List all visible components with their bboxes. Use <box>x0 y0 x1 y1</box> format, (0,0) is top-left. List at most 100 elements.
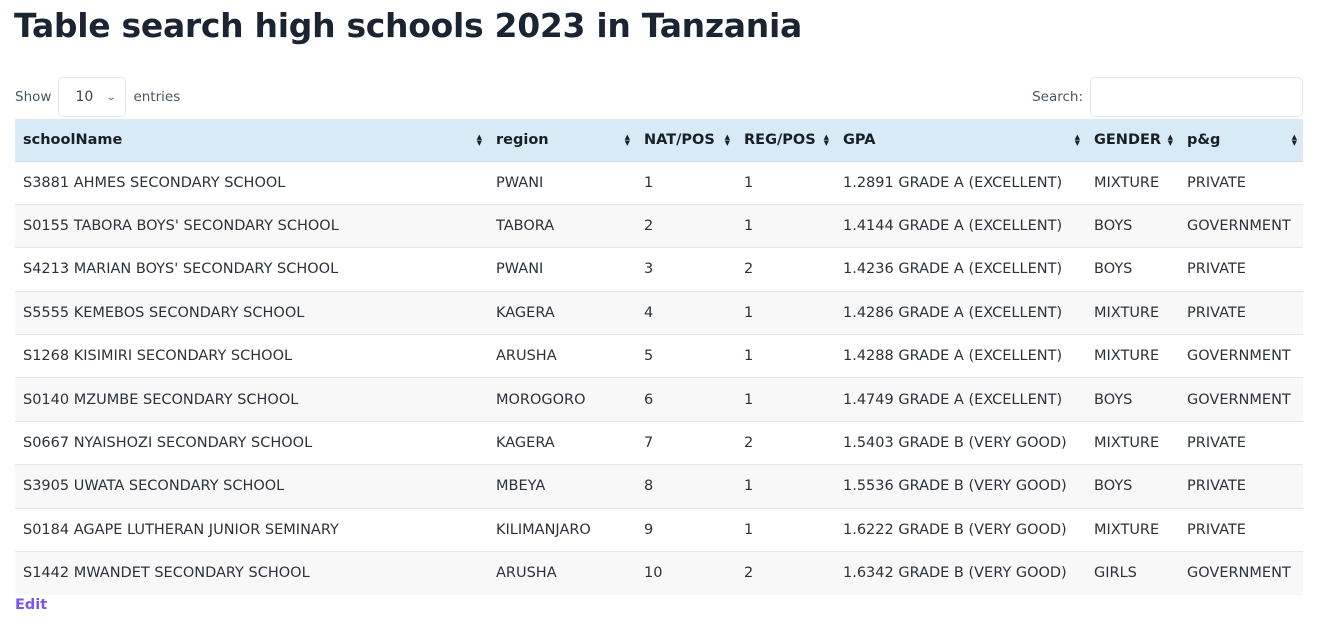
cell-gpa: 1.6222 GRADE B (VERY GOOD) <box>843 521 1067 538</box>
cell-pg: PRIVATE <box>1187 435 1246 452</box>
sort-both-icon: ▲ ▼ <box>624 132 630 147</box>
cell-schoolname: S3905 UWATA SECONDARY SCHOOL <box>23 478 285 495</box>
table-row: S4213 MARIAN BOYS' SECONDARY SCHOOL PWAN… <box>15 247 1303 292</box>
cell-reg-pos: 2 <box>744 261 754 278</box>
column-header-schoolname[interactable]: schoolName ▲ ▼ <box>15 119 488 162</box>
table-row: S1268 KISIMIRI SECONDARY SCHOOL ARUSHA 5… <box>15 334 1303 378</box>
column-header-region[interactable]: region ▲ ▼ <box>488 119 636 162</box>
cell-gender: MIXTURE <box>1094 435 1160 452</box>
cell-reg-pos: 1 <box>744 521 754 538</box>
search-control: Search: <box>1032 77 1303 117</box>
cell-schoolname: S3881 AHMES SECONDARY SCHOOL <box>23 174 286 191</box>
sort-both-icon: ▲ ▼ <box>1074 132 1080 147</box>
column-header-pg[interactable]: p&g ▲ ▼ <box>1179 119 1303 162</box>
cell-schoolname: S1442 MWANDET SECONDARY SCHOOL <box>23 565 310 582</box>
page-length-value: 10 <box>75 89 94 105</box>
table-row: S0155 TABORA BOYS' SECONDARY SCHOOL TABO… <box>15 204 1303 248</box>
cell-gender: MIXTURE <box>1094 304 1160 321</box>
cell-gpa: 1.4286 GRADE A (EXCELLENT) <box>843 304 1063 321</box>
cell-nat-pos: 5 <box>644 348 654 365</box>
table-row: S0184 AGAPE LUTHERAN JUNIOR SEMINARY KIL… <box>15 508 1303 552</box>
cell-nat-pos: 6 <box>644 391 654 408</box>
cell-gpa: 1.4144 GRADE A (EXCELLENT) <box>843 218 1063 235</box>
page-title: Table search high schools 2023 in Tanzan… <box>14 6 802 45</box>
table-row: S5555 KEMEBOS SECONDARY SCHOOL KAGERA 4 … <box>15 291 1303 335</box>
column-header-gpa[interactable]: GPA ▲ ▼ <box>835 119 1086 162</box>
cell-region: KAGERA <box>496 435 555 452</box>
cell-gpa: 1.6342 GRADE B (VERY GOOD) <box>843 565 1067 582</box>
cell-reg-pos: 1 <box>744 391 754 408</box>
cell-reg-pos: 2 <box>744 435 754 452</box>
table-row: S0667 NYAISHOZI SECONDARY SCHOOL KAGERA … <box>15 421 1303 465</box>
cell-pg: GOVERNMENT <box>1187 348 1291 365</box>
cell-reg-pos: 1 <box>744 304 754 321</box>
cell-gpa: 1.5403 GRADE B (VERY GOOD) <box>843 435 1067 452</box>
cell-gender: BOYS <box>1094 218 1133 235</box>
cell-nat-pos: 8 <box>644 478 654 495</box>
cell-nat-pos: 7 <box>644 435 654 452</box>
cell-gpa: 1.4288 GRADE A (EXCELLENT) <box>843 348 1063 365</box>
cell-gender: BOYS <box>1094 478 1133 495</box>
cell-schoolname: S0184 AGAPE LUTHERAN JUNIOR SEMINARY <box>23 521 339 538</box>
cell-gender: MIXTURE <box>1094 174 1160 191</box>
cell-nat-pos: 4 <box>644 304 654 321</box>
search-label: Search: <box>1032 89 1083 105</box>
cell-gpa: 1.5536 GRADE B (VERY GOOD) <box>843 478 1067 495</box>
cell-pg: GOVERNMENT <box>1187 565 1291 582</box>
cell-pg: PRIVATE <box>1187 261 1246 278</box>
cell-schoolname: S5555 KEMEBOS SECONDARY SCHOOL <box>23 304 305 321</box>
cell-pg: PRIVATE <box>1187 304 1246 321</box>
cell-gpa: 1.4236 GRADE A (EXCELLENT) <box>843 261 1063 278</box>
cell-schoolname: S0667 NYAISHOZI SECONDARY SCHOOL <box>23 435 313 452</box>
column-header-nat-pos[interactable]: NAT/POS ▲ ▼ <box>636 119 736 162</box>
search-input[interactable] <box>1090 77 1303 117</box>
sort-both-icon: ▲ ▼ <box>1291 132 1297 147</box>
cell-reg-pos: 1 <box>744 174 754 191</box>
cell-gpa: 1.2891 GRADE A (EXCELLENT) <box>843 174 1063 191</box>
sort-both-icon: ▲ ▼ <box>724 132 730 147</box>
cell-gender: MIXTURE <box>1094 348 1160 365</box>
cell-region: ARUSHA <box>496 565 557 582</box>
column-header-reg-pos[interactable]: REG/POS ▲ ▼ <box>736 119 835 162</box>
cell-region: ARUSHA <box>496 348 557 365</box>
cell-region: KILIMANJARO <box>496 521 591 538</box>
table-row: S0140 MZUMBE SECONDARY SCHOOL MOROGORO 6… <box>15 377 1303 422</box>
cell-gender: GIRLS <box>1094 565 1137 582</box>
cell-nat-pos: 10 <box>644 565 663 582</box>
cell-pg: PRIVATE <box>1187 174 1246 191</box>
sort-both-icon: ▲ ▼ <box>476 132 482 147</box>
cell-region: TABORA <box>496 218 555 235</box>
cell-region: MOROGORO <box>496 391 586 408</box>
table-row: S3881 AHMES SECONDARY SCHOOL PWANI 1 1 1… <box>15 161 1303 205</box>
cell-region: MBEYA <box>496 478 546 495</box>
cell-region: PWANI <box>496 261 544 278</box>
column-header-gender[interactable]: GENDER ▲ ▼ <box>1086 119 1179 162</box>
chevron-down-icon: ⌄ <box>105 91 117 103</box>
cell-gender: BOYS <box>1094 391 1133 408</box>
cell-gpa: 1.4749 GRADE A (EXCELLENT) <box>843 391 1063 408</box>
table-row: S3905 UWATA SECONDARY SCHOOL MBEYA 8 1 1… <box>15 464 1303 509</box>
table-header-row: schoolName ▲ ▼ region ▲ ▼ NAT/POS ▲ ▼ REG/P… <box>15 119 1303 162</box>
cell-gender: BOYS <box>1094 261 1133 278</box>
cell-pg: GOVERNMENT <box>1187 391 1291 408</box>
cell-schoolname: S0155 TABORA BOYS' SECONDARY SCHOOL <box>23 218 339 235</box>
cell-pg: PRIVATE <box>1187 521 1246 538</box>
page-length-control: Show 10 ⌄ entries <box>15 77 180 117</box>
table-body: S3881 AHMES SECONDARY SCHOOL PWANI 1 1 1… <box>15 161 1303 595</box>
page-length-select[interactable]: 10 ⌄ <box>58 77 127 117</box>
edit-link[interactable]: Edit <box>15 597 48 613</box>
cell-gender: MIXTURE <box>1094 521 1160 538</box>
cell-schoolname: S1268 KISIMIRI SECONDARY SCHOOL <box>23 348 293 365</box>
cell-region: KAGERA <box>496 304 555 321</box>
cell-region: PWANI <box>496 174 544 191</box>
cell-pg: GOVERNMENT <box>1187 218 1291 235</box>
entries-label: entries <box>133 89 181 105</box>
cell-pg: PRIVATE <box>1187 478 1246 495</box>
table-row: S1442 MWANDET SECONDARY SCHOOL ARUSHA 10… <box>15 551 1303 595</box>
cell-reg-pos: 1 <box>744 348 754 365</box>
cell-nat-pos: 2 <box>644 218 654 235</box>
cell-reg-pos: 2 <box>744 565 754 582</box>
sort-both-icon: ▲ ▼ <box>823 132 829 147</box>
cell-nat-pos: 1 <box>644 174 654 191</box>
